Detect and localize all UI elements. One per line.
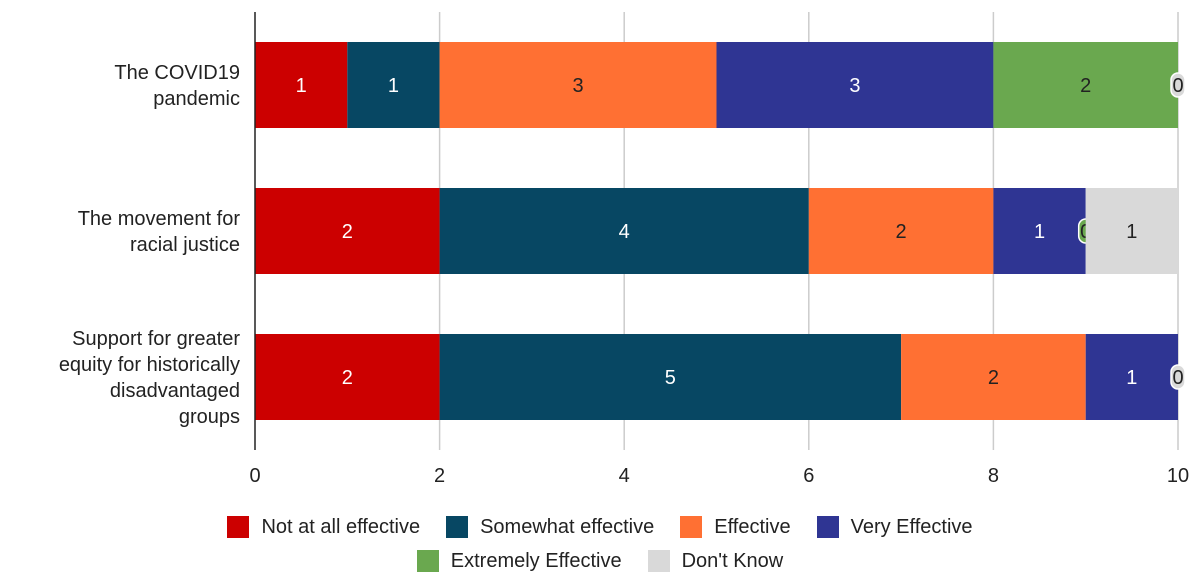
x-tick-label: 2 xyxy=(434,465,445,487)
legend-swatch xyxy=(647,550,670,572)
data-label: 2 xyxy=(342,367,353,389)
x-tick-label: 6 xyxy=(803,465,814,487)
zero-label-badge xyxy=(1170,72,1186,98)
legend-label: Effective xyxy=(714,515,791,538)
data-label: 3 xyxy=(849,75,860,97)
category-label: pandemic xyxy=(153,88,240,110)
legend-label: Very Effective xyxy=(850,515,973,538)
legend-item: Extremely Effective xyxy=(416,549,622,573)
bar-segment xyxy=(716,42,994,128)
data-label: 2 xyxy=(1080,75,1091,97)
data-label: 1 xyxy=(296,75,307,97)
bar-segment xyxy=(439,42,717,128)
category-label: disadvantaged xyxy=(110,380,240,402)
bar-segment xyxy=(901,334,1086,420)
data-label: 2 xyxy=(342,221,353,243)
category-label: equity for historically xyxy=(59,354,240,376)
data-label: 1 xyxy=(388,75,399,97)
bar-segment xyxy=(439,188,809,274)
legend-swatch xyxy=(446,516,469,538)
legend: Not at all effective Somewhat effective Ef… xyxy=(0,510,1200,578)
data-label: 0 xyxy=(1172,75,1183,97)
x-tick-label: 10 xyxy=(1167,465,1189,487)
bar-segment xyxy=(993,42,1178,128)
x-tick-label: 4 xyxy=(619,465,630,487)
legend-item: Not at all effective xyxy=(227,516,420,539)
category-label: groups xyxy=(179,406,240,428)
bar-segment xyxy=(1085,188,1178,274)
legend-swatch xyxy=(816,516,839,538)
legend-swatch xyxy=(680,516,703,538)
bar-segment xyxy=(1085,334,1178,420)
legend-item: Don't Know xyxy=(647,549,784,573)
legend-row: Extremely Effective Don't Know xyxy=(0,544,1200,578)
bar-segment xyxy=(255,334,440,420)
x-tick-label: 0 xyxy=(249,465,260,487)
data-label: 2 xyxy=(896,221,907,243)
category-label: The COVID19 xyxy=(114,62,240,84)
zero-data-label: 0 xyxy=(1170,72,1186,98)
legend-item: Effective xyxy=(680,515,791,539)
x-tick-labels: 0 2 4 6 8 10 xyxy=(249,465,1189,487)
bars: 11332024210125210 xyxy=(255,42,1186,420)
category-labels: The COVID19 pandemic The movement for racia… xyxy=(59,62,241,428)
bar-segment xyxy=(439,334,902,420)
bar-segment xyxy=(808,188,994,274)
data-label: 3 xyxy=(572,75,583,97)
bar-segment xyxy=(993,188,1086,274)
category-label: Support for greater xyxy=(72,328,240,350)
data-label: 0 xyxy=(1172,367,1183,389)
data-label: 4 xyxy=(619,221,630,243)
legend-item: Very Effective xyxy=(816,515,973,539)
bar-segment xyxy=(255,188,440,274)
data-label: 5 xyxy=(665,367,676,389)
legend-label: Extremely Effective xyxy=(450,549,622,572)
zero-label-badge xyxy=(1170,364,1186,390)
legend-swatch xyxy=(227,516,250,538)
bar-segment xyxy=(347,42,440,128)
data-label: 1 xyxy=(1126,221,1137,243)
data-label: 2 xyxy=(988,367,999,389)
zero-data-label: 0 xyxy=(1170,364,1186,390)
data-label: 1 xyxy=(1126,367,1137,389)
legend-item: Somewhat effective xyxy=(446,516,654,539)
category-label: The movement for xyxy=(78,208,241,230)
category-label: racial justice xyxy=(130,234,240,256)
legend-row: Not at all effective Somewhat effective Ef… xyxy=(0,510,1200,544)
stacked-bar-chart: 11332024210125210 The COVID19pandemicThe… xyxy=(59,12,1189,487)
data-label: 1 xyxy=(1034,221,1045,243)
x-tick-label: 8 xyxy=(988,465,999,487)
legend-label: Somewhat effective xyxy=(480,515,655,538)
legend-label: Don't Know xyxy=(681,549,784,572)
legend-label: Not at all effective xyxy=(261,515,421,538)
legend-swatch xyxy=(416,550,439,572)
bar-segment xyxy=(255,42,348,128)
